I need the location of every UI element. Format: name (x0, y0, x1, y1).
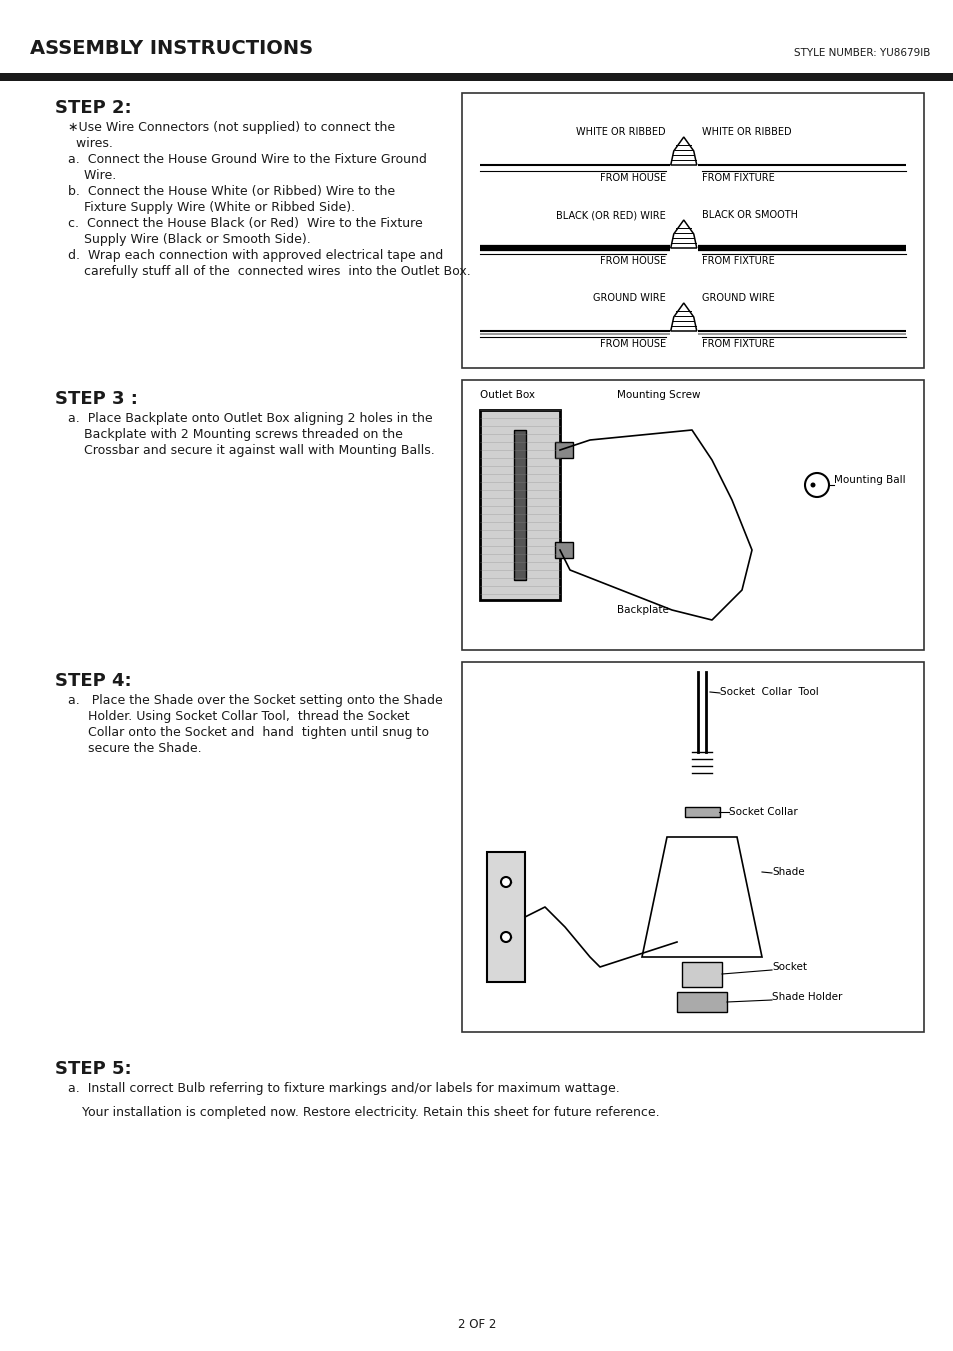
Text: STEP 4:: STEP 4: (55, 671, 132, 690)
Text: wires.: wires. (68, 136, 112, 150)
Text: FROM FIXTURE: FROM FIXTURE (701, 255, 774, 266)
Text: Socket Collar: Socket Collar (728, 807, 797, 817)
Bar (681, 962, 721, 988)
Text: c.  Connect the House Black (or Red)  Wire to the Fixture: c. Connect the House Black (or Red) Wire… (68, 218, 422, 230)
Text: Socket: Socket (771, 962, 806, 971)
Text: Backplate with 2 Mounting screws threaded on the: Backplate with 2 Mounting screws threade… (68, 428, 402, 440)
Text: STEP 5:: STEP 5: (55, 1061, 132, 1078)
Text: a.  Connect the House Ground Wire to the Fixture Ground: a. Connect the House Ground Wire to the … (68, 153, 426, 166)
Text: ASSEMBLY INSTRUCTIONS: ASSEMBLY INSTRUCTIONS (30, 39, 313, 58)
Bar (479, 409, 559, 600)
Text: Wire.: Wire. (68, 169, 116, 182)
Text: BLACK (OR RED) WIRE: BLACK (OR RED) WIRE (556, 209, 665, 220)
Text: Outlet Box: Outlet Box (479, 390, 535, 400)
Text: a.  Place Backplate onto Outlet Box aligning 2 holes in the: a. Place Backplate onto Outlet Box align… (68, 412, 432, 426)
Text: Mounting Ball: Mounting Ball (833, 476, 904, 485)
Text: Your installation is completed now. Restore electricity. Retain this sheet for f: Your installation is completed now. Rest… (82, 1106, 659, 1119)
Bar (555, 442, 573, 458)
Text: STEP 3 :: STEP 3 : (55, 390, 138, 408)
Text: ∗Use Wire Connectors (not supplied) to connect the: ∗Use Wire Connectors (not supplied) to c… (68, 122, 395, 134)
Text: Shade Holder: Shade Holder (771, 992, 841, 1002)
Text: GROUND WIRE: GROUND WIRE (701, 293, 774, 303)
Bar (514, 430, 525, 580)
Bar (461, 662, 923, 1032)
Polygon shape (641, 838, 761, 957)
Text: d.  Wrap each connection with approved electrical tape and: d. Wrap each connection with approved el… (68, 249, 443, 262)
Text: STYLE NUMBER: YU8679IB: STYLE NUMBER: YU8679IB (793, 49, 929, 58)
Text: FROM FIXTURE: FROM FIXTURE (701, 173, 774, 182)
Text: 2 OF 2: 2 OF 2 (457, 1319, 496, 1331)
Bar (0, 73, 953, 81)
Text: Mounting Screw: Mounting Screw (617, 390, 700, 400)
Bar (555, 542, 573, 558)
Text: Fixture Supply Wire (White or Ribbed Side).: Fixture Supply Wire (White or Ribbed Sid… (68, 201, 355, 213)
Text: STEP 2:: STEP 2: (55, 99, 132, 118)
Text: BLACK OR SMOOTH: BLACK OR SMOOTH (701, 209, 797, 220)
Circle shape (804, 473, 828, 497)
Text: Crossbar and secure it against wall with Mounting Balls.: Crossbar and secure it against wall with… (68, 444, 435, 457)
Polygon shape (670, 303, 696, 331)
Text: FROM HOUSE: FROM HOUSE (599, 255, 665, 266)
Text: carefully stuff all of the  connected wires  into the Outlet Box.: carefully stuff all of the connected wir… (68, 265, 470, 278)
Circle shape (500, 877, 511, 888)
Text: secure the Shade.: secure the Shade. (68, 742, 201, 755)
Circle shape (500, 932, 511, 942)
Text: Shade: Shade (771, 867, 803, 877)
Bar (486, 852, 524, 982)
Text: WHITE OR RIBBED: WHITE OR RIBBED (701, 127, 791, 136)
Circle shape (810, 482, 815, 488)
Text: Backplate: Backplate (617, 605, 668, 615)
Text: Socket  Collar  Tool: Socket Collar Tool (720, 688, 818, 697)
Bar (461, 380, 923, 650)
Bar (677, 992, 726, 1012)
Text: a.   Place the Shade over the Socket setting onto the Shade: a. Place the Shade over the Socket setti… (68, 694, 442, 707)
Text: FROM FIXTURE: FROM FIXTURE (701, 339, 774, 349)
Polygon shape (670, 220, 696, 249)
Text: Holder. Using Socket Collar Tool,  thread the Socket: Holder. Using Socket Collar Tool, thread… (68, 711, 409, 723)
Text: GROUND WIRE: GROUND WIRE (593, 293, 665, 303)
Text: b.  Connect the House White (or Ribbed) Wire to the: b. Connect the House White (or Ribbed) W… (68, 185, 395, 199)
Text: a.  Install correct Bulb referring to fixture markings and/or labels for maximum: a. Install correct Bulb referring to fix… (68, 1082, 619, 1096)
Bar (461, 93, 923, 367)
Text: FROM HOUSE: FROM HOUSE (599, 173, 665, 182)
Text: FROM HOUSE: FROM HOUSE (599, 339, 665, 349)
Text: WHITE OR RIBBED: WHITE OR RIBBED (576, 127, 665, 136)
Text: Collar onto the Socket and  hand  tighten until snug to: Collar onto the Socket and hand tighten … (68, 725, 429, 739)
Bar (684, 807, 720, 817)
Text: Supply Wire (Black or Smooth Side).: Supply Wire (Black or Smooth Side). (68, 232, 311, 246)
Polygon shape (670, 136, 696, 165)
